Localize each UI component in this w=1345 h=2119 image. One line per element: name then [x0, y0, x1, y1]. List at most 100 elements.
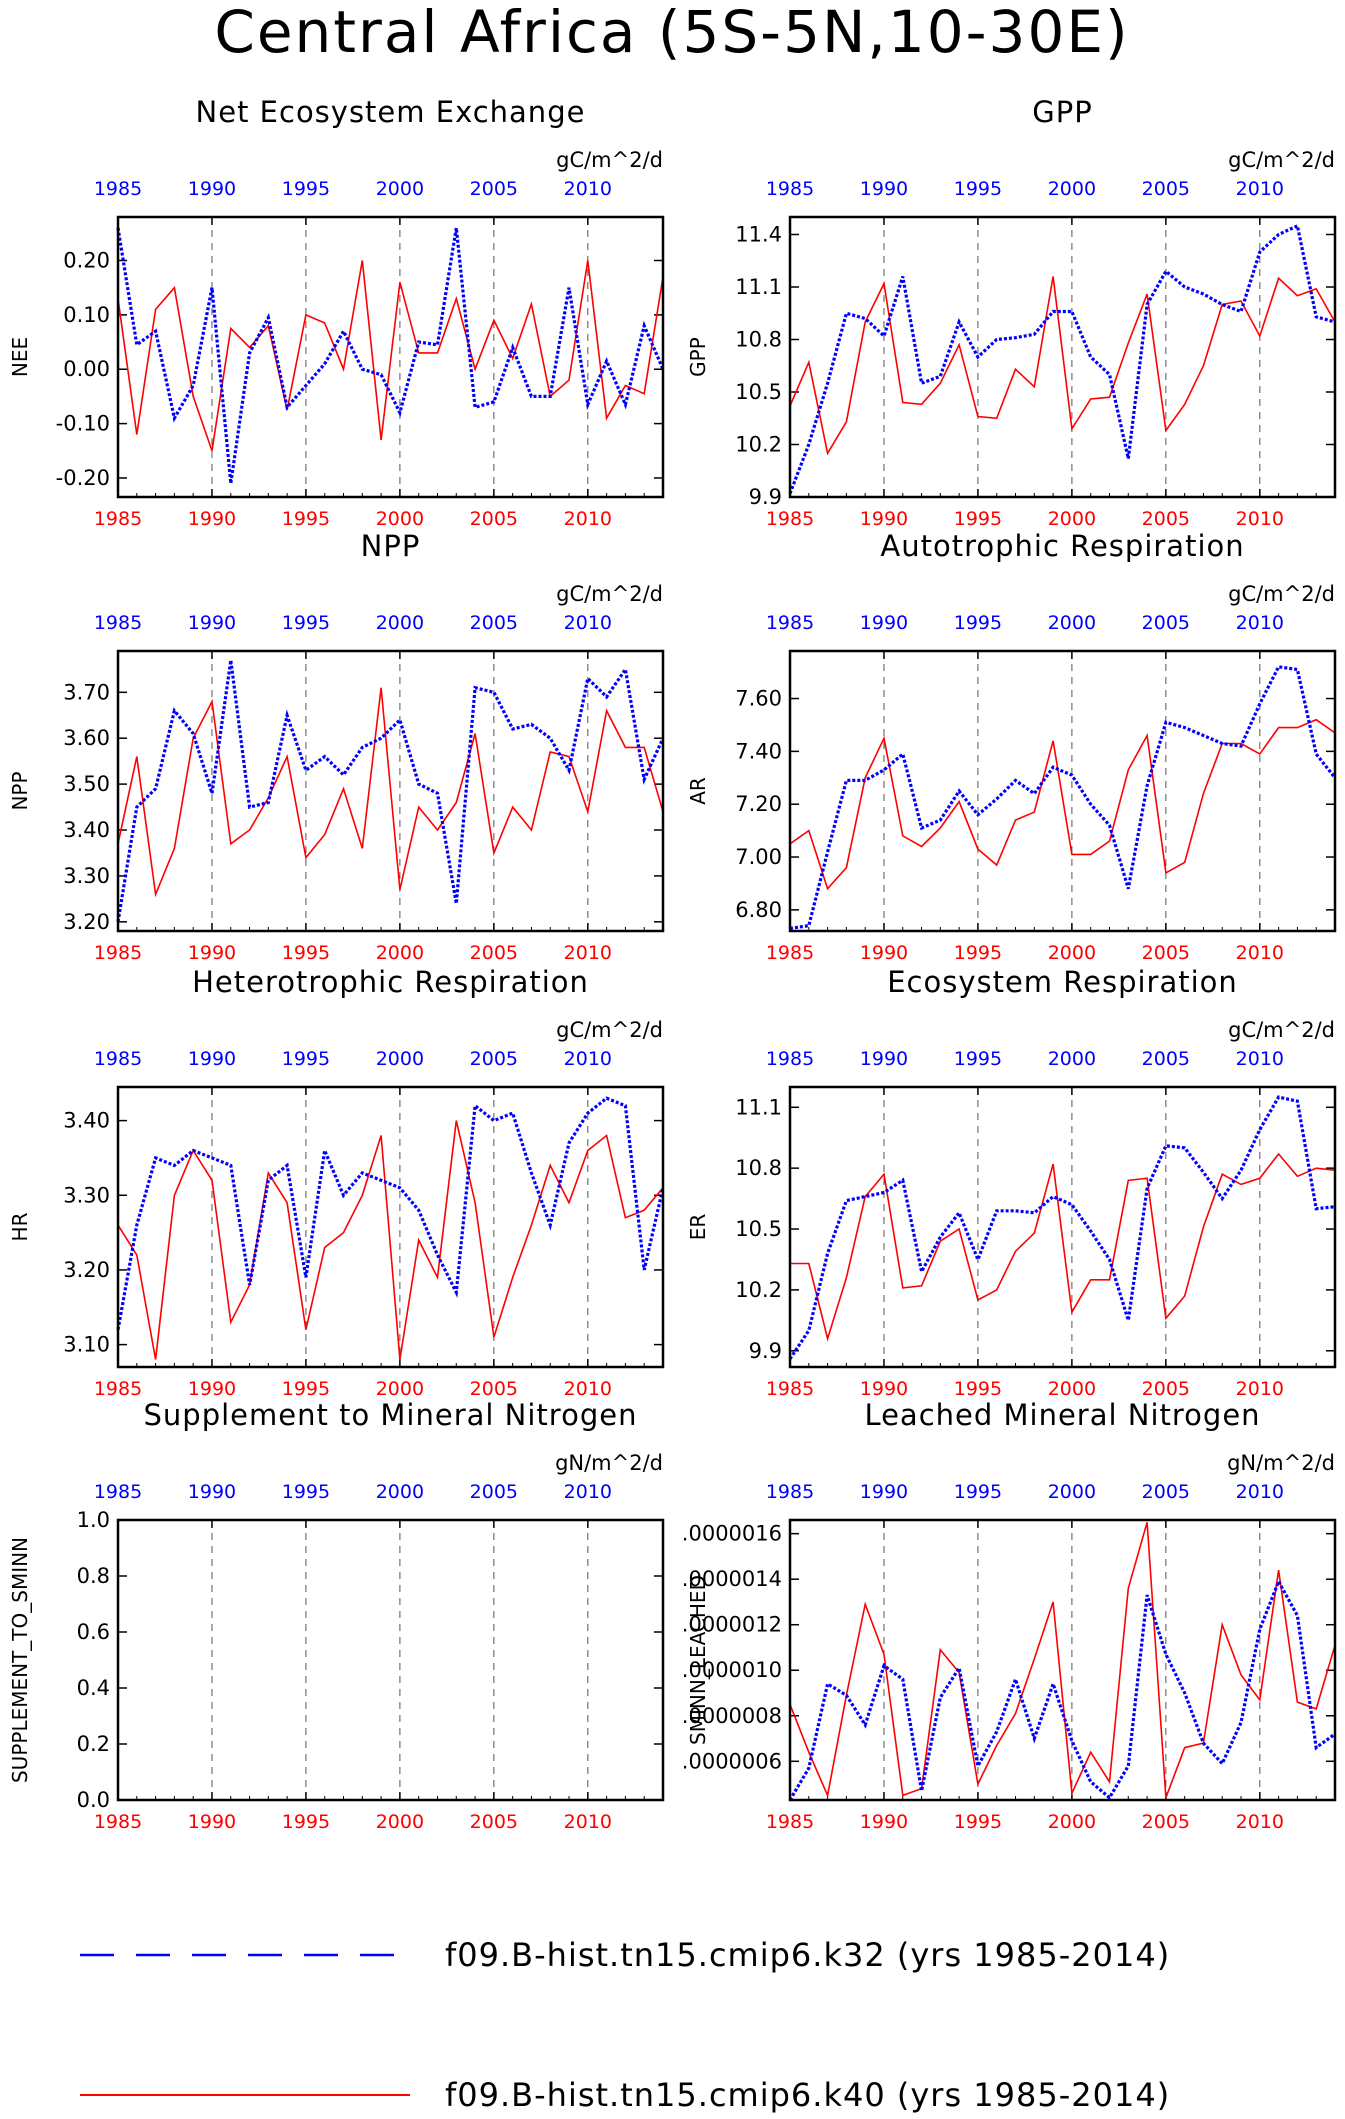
- x-tick-label-top: 1985: [94, 612, 142, 634]
- x-tick-label-top: 1995: [954, 1048, 1002, 1070]
- x-tick-label-top: 2010: [564, 178, 612, 200]
- x-tick-label-bottom: 1985: [766, 942, 814, 964]
- y-tick-label: 10.2: [735, 1278, 782, 1302]
- x-tick-label-bottom: 1990: [860, 942, 908, 964]
- y-tick-label: 9.9: [749, 485, 782, 509]
- panels: Net Ecosystem Exchange gC/m^2/d 1985 1985 19…: [8, 95, 1337, 1833]
- chart-panel-7: Supplement to Mineral Nitrogen gN/m^2/d 19…: [8, 1398, 665, 1833]
- y-axis-label: HR: [8, 1212, 32, 1241]
- y-tick-label: 7.00: [735, 845, 782, 869]
- x-tick-label-top: 2000: [376, 612, 424, 634]
- x-tick-label-top: 1985: [94, 178, 142, 200]
- series-k40-line: [789, 718, 1336, 891]
- x-tick-label-bottom: 2000: [1048, 1811, 1096, 1833]
- y-axis-label: SUPPLEMENT_TO_SMINN: [8, 1537, 32, 1783]
- y-tick-label: 0.6: [77, 1620, 110, 1644]
- x-tick-label-top: 2010: [1236, 178, 1284, 200]
- x-tick-label-top: 1990: [188, 1481, 236, 1503]
- y-axis-label: GPP: [686, 337, 710, 377]
- x-tick-label-top: 1990: [188, 612, 236, 634]
- x-tick-label-top: 2000: [1048, 1048, 1096, 1070]
- x-tick-label-top: 1985: [766, 1048, 814, 1070]
- x-tick-label-top: 2010: [1236, 1481, 1284, 1503]
- x-tick-label-top: 1985: [94, 1481, 142, 1503]
- x-tick-label-bottom: 1995: [282, 942, 330, 964]
- y-tick-label: 3.30: [63, 864, 110, 888]
- panel-title: NPP: [361, 529, 421, 563]
- x-tick-label-bottom: 2005: [1142, 1378, 1190, 1400]
- units-label: gC/m^2/d: [1228, 582, 1335, 606]
- y-tick-label: 0.00: [63, 357, 110, 381]
- panel-title: Leached Mineral Nitrogen: [864, 1398, 1260, 1432]
- x-tick-label-bottom: 2005: [470, 1811, 518, 1833]
- y-tick-label: 0.4: [77, 1676, 110, 1700]
- y-tick-label: 9.9: [749, 1339, 782, 1363]
- y-tick-label: -0.20: [56, 466, 110, 490]
- series-k32-line: [788, 1577, 1336, 1801]
- x-tick-label-bottom: 2005: [470, 1378, 518, 1400]
- plot-frame: [788, 1085, 1337, 1369]
- x-tick-label-bottom: 1985: [94, 508, 142, 530]
- y-tick-label: 0.8: [77, 1564, 110, 1588]
- units-label: gN/m^2/d: [1227, 1451, 1335, 1475]
- panel-title: GPP: [1032, 95, 1092, 129]
- x-tick-label-top: 2010: [1236, 1048, 1284, 1070]
- y-tick-label: 6.80: [735, 898, 782, 922]
- y-axis-label: NPP: [8, 771, 32, 810]
- y-tick-label: 3.70: [63, 680, 110, 704]
- x-tick-label-top: 1985: [94, 1048, 142, 1070]
- x-tick-label-top: 1990: [188, 1048, 236, 1070]
- y-tick-label: 1.0: [77, 1508, 110, 1532]
- x-tick-label-bottom: 2000: [376, 508, 424, 530]
- panel-title: Heterotrophic Respiration: [192, 965, 589, 999]
- plot-frame: [116, 649, 665, 933]
- x-tick-label-top: 2000: [376, 1481, 424, 1503]
- y-tick-label: 0.0: [77, 1788, 110, 1812]
- units-label: gC/m^2/d: [556, 148, 663, 172]
- plot-frame: [788, 215, 1337, 499]
- series-k32-line: [788, 223, 1336, 495]
- x-tick-label-bottom: 1990: [188, 942, 236, 964]
- x-tick-label-bottom: 2010: [564, 942, 612, 964]
- x-tick-label-bottom: 1985: [766, 508, 814, 530]
- series-k40-line: [789, 276, 1336, 456]
- y-tick-label: .0000006: [682, 1749, 782, 1773]
- x-tick-label-top: 2000: [1048, 178, 1096, 200]
- x-tick-label-bottom: 2010: [1236, 1378, 1284, 1400]
- legend-item-1: f09.B-hist.tn15.cmip6.k32 (yrs 1985-2014…: [80, 1936, 1169, 1974]
- x-tick-label-bottom: 1985: [94, 942, 142, 964]
- y-tick-label: 3.20: [63, 910, 110, 934]
- series-k40-line: [790, 1152, 1336, 1342]
- chart-panel-2: GPP gC/m^2/d 1985 1985 1990 1990 1995 1995 2000 2…: [686, 95, 1337, 530]
- y-tick-label: 10.8: [735, 328, 782, 352]
- x-tick-label-bottom: 2000: [376, 1811, 424, 1833]
- x-tick-label-top: 1990: [860, 612, 908, 634]
- y-tick-label: .0000012: [682, 1613, 782, 1637]
- x-tick-label-bottom: 2000: [1048, 508, 1096, 530]
- y-tick-label: 10.5: [735, 380, 782, 404]
- chart-panel-8: Leached Mineral Nitrogen gN/m^2/d 1985 1985…: [682, 1398, 1337, 1833]
- chart-panel-1: Net Ecosystem Exchange gC/m^2/d 1985 1985 19…: [8, 95, 665, 530]
- units-label: gC/m^2/d: [1228, 1018, 1335, 1042]
- x-tick-label-bottom: 2010: [1236, 942, 1284, 964]
- y-tick-label: .0000016: [682, 1522, 782, 1546]
- figure-title: Central Africa (5S-5N,10-30E): [214, 0, 1129, 66]
- panel-title: Ecosystem Respiration: [887, 965, 1238, 999]
- x-tick-label-top: 2010: [1236, 612, 1284, 634]
- x-tick-label-top: 2010: [564, 612, 612, 634]
- x-tick-label-bottom: 2005: [1142, 508, 1190, 530]
- x-tick-label-top: 1995: [954, 612, 1002, 634]
- plot-frame: [116, 1085, 665, 1369]
- x-tick-label-bottom: 2005: [1142, 1811, 1190, 1833]
- x-tick-label-bottom: 1995: [282, 1811, 330, 1833]
- series-k32-line: [116, 1096, 665, 1330]
- plot-frame: [116, 1518, 665, 1802]
- y-tick-label: .0000008: [682, 1704, 782, 1728]
- chart-panel-3: NPP gC/m^2/d 1985 1985 1990 1990 1995 1995 2000 2…: [8, 529, 665, 964]
- x-tick-label-bottom: 2010: [1236, 508, 1284, 530]
- y-tick-label: 11.1: [735, 1095, 782, 1119]
- x-tick-label-bottom: 2010: [1236, 1811, 1284, 1833]
- y-tick-label: 7.40: [735, 739, 782, 763]
- x-tick-label-top: 2005: [470, 1048, 518, 1070]
